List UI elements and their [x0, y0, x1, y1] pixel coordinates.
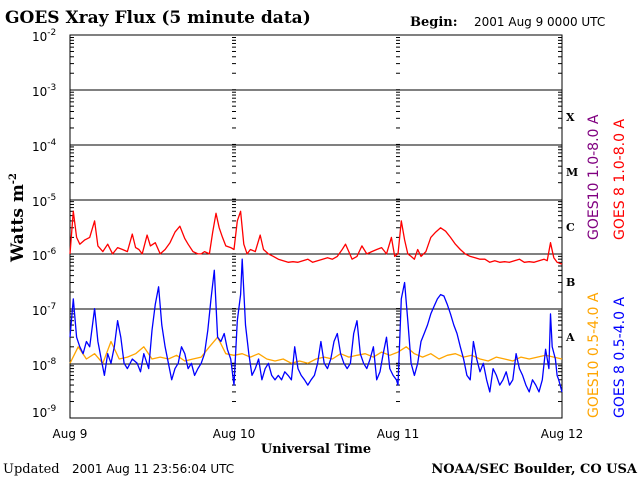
footer-source: NOAA/SEC Boulder, CO USA	[431, 462, 638, 477]
legend: GOES10 1.0-8.0 A GOES 8 1.0-8.0 A GOES10…	[586, 114, 628, 418]
updated-value: 2001 Aug 11 23:56:04 UTC	[72, 462, 234, 476]
flare-class-label: X	[566, 111, 575, 124]
begin-label: Begin:	[410, 15, 458, 30]
y-tick-labels: 10-2 10-3 10-4 10-5 10-6 10-7 10-8 10-9	[32, 28, 57, 420]
y-tick-label: 10-8	[32, 357, 57, 373]
updated-label: Updated	[3, 462, 60, 477]
y-tick-label: 10-7	[32, 302, 56, 318]
y-tick-label: 10-9	[32, 404, 57, 420]
y-axis-label: Watts m-2	[8, 173, 28, 263]
x-tick-label: Aug 11	[377, 427, 420, 441]
flare-class-labels: X M C B A	[565, 111, 578, 344]
y-tick-label: 10-3	[32, 83, 56, 99]
begin-value: 2001 Aug 9 0000 UTC	[474, 15, 605, 29]
series-layer	[69, 210, 563, 393]
legend-item: GOES 8 1.0-8.0 A	[612, 119, 628, 240]
day-dividers	[232, 37, 400, 419]
legend-item: GOES10 1.0-8.0 A	[586, 114, 602, 240]
flare-class-label: B	[566, 276, 575, 289]
decade-gridlines	[70, 89, 562, 365]
flare-class-label: C	[566, 221, 575, 234]
y-tick-label: 10-4	[32, 138, 57, 154]
plot-frame	[69, 34, 563, 419]
series-line-2	[69, 336, 563, 364]
x-tick-label: Aug 10	[213, 427, 256, 441]
chart-title: GOES Xray Flux (5 minute data)	[5, 8, 311, 28]
x-tick-labels: Aug 9 Aug 10 Aug 11 Aug 12	[53, 427, 584, 441]
x-tick-label: Aug 12	[541, 427, 584, 441]
series-line-1	[69, 210, 563, 265]
flare-class-label: A	[565, 331, 575, 344]
x-tick-label: Aug 9	[53, 427, 88, 441]
y-tick-label: 10-5	[32, 193, 56, 209]
y-tick-label: 10-6	[32, 247, 57, 263]
legend-item: GOES10 0.5-4.0 A	[586, 292, 602, 418]
series-line-3	[69, 258, 563, 393]
flare-class-label: M	[566, 166, 578, 179]
x-axis-label: Universal Time	[261, 442, 371, 457]
y-tick-label: 10-2	[32, 28, 56, 44]
legend-item: GOES 8 0.5-4.0 A	[612, 297, 628, 418]
